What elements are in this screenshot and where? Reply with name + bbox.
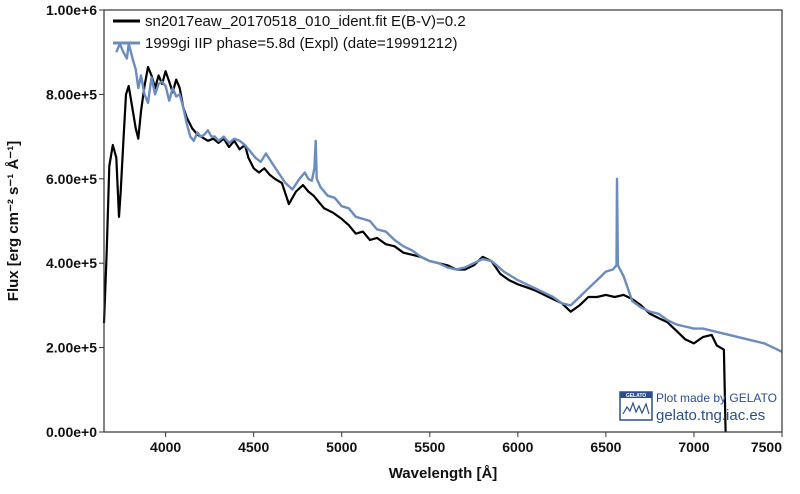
gelato-logo-text: GELATO bbox=[626, 393, 646, 399]
legend-label-1999gi: 1999gi IIP phase=5.8d (Expl) (date=19991… bbox=[145, 35, 457, 52]
x-tick-label: 6500 bbox=[590, 439, 621, 455]
x-tick-label: 5500 bbox=[414, 439, 445, 455]
y-tick-label: 6.00e+5 bbox=[46, 171, 97, 187]
legend: sn2017eaw_20170518_010_ident.fit E(B-V)=… bbox=[113, 13, 466, 52]
plot-frame bbox=[103, 9, 783, 433]
gelato-logo: GELATO bbox=[619, 391, 653, 421]
y-tick-label: 0.00e+0 bbox=[46, 424, 97, 440]
y-tick-label: 4.00e+5 bbox=[46, 255, 97, 271]
x-tick-label: 7500 bbox=[751, 439, 782, 455]
credit-line-2: gelato.tng.iac.es bbox=[656, 407, 765, 424]
x-tick-label: 4000 bbox=[150, 439, 181, 455]
y-axis-title: Flux [erg cm⁻² s⁻¹ Å⁻¹] bbox=[5, 141, 22, 301]
gelato-credit: GELATO Plot made by GELATO gelato.tng.ia… bbox=[619, 391, 777, 424]
y-tick-label: 1.00e+6 bbox=[46, 2, 97, 18]
series-layer bbox=[102, 42, 783, 433]
legend-label-sn2017eaw: sn2017eaw_20170518_010_ident.fit E(B-V)=… bbox=[145, 13, 466, 30]
x-tick-label: 6000 bbox=[502, 439, 533, 455]
x-tick-label: 4500 bbox=[238, 439, 269, 455]
x-tick-label: 7000 bbox=[678, 439, 709, 455]
x-tick-label: 5000 bbox=[326, 439, 357, 455]
y-tick-label: 8.00e+5 bbox=[46, 86, 97, 102]
series-line-1999gi bbox=[115, 42, 783, 353]
x-axis-title: Wavelength [Å] bbox=[389, 465, 498, 482]
tick-layer: 4000 4500 5000 5500 6000 6500 7000 7500 0.00e+0 2… bbox=[46, 2, 783, 455]
credit-line-1: Plot made by GELATO bbox=[656, 391, 777, 405]
y-tick-label: 2.00e+5 bbox=[46, 340, 97, 356]
